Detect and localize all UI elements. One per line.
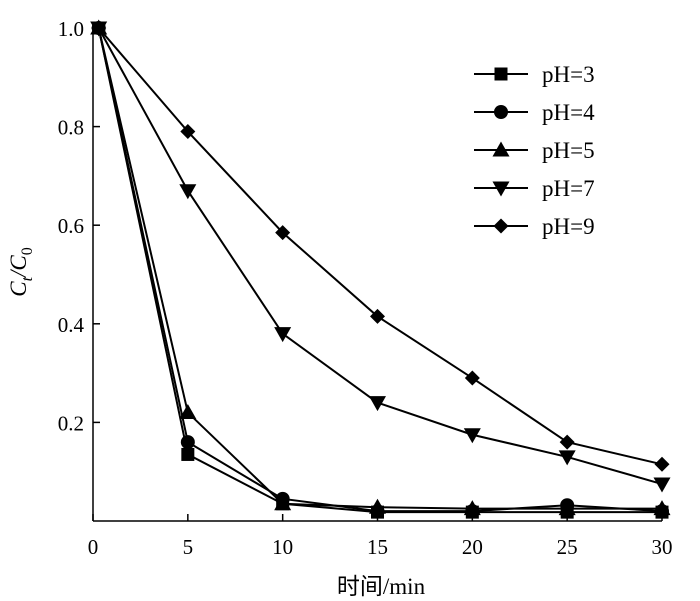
data-point [275, 225, 291, 241]
legend-marker [494, 67, 508, 81]
x-tick-label: 10 [272, 535, 293, 559]
legend-label: pH=4 [542, 100, 595, 125]
legend-item: pH=5 [474, 138, 595, 163]
legend-item: pH=7 [474, 176, 595, 201]
data-point [654, 456, 670, 472]
y-tick-label: 0.6 [58, 214, 84, 238]
legend-marker [492, 141, 510, 157]
y-tick-label: 1.0 [58, 17, 84, 41]
legend-marker [493, 218, 509, 234]
x-tick-label: 0 [88, 535, 99, 559]
data-point [181, 447, 195, 461]
legend-item: pH=9 [474, 214, 595, 239]
x-tick-label: 30 [652, 535, 673, 559]
legend-marker [492, 181, 510, 197]
series-1 [92, 21, 669, 519]
data-point [558, 500, 576, 516]
legend-label: pH=5 [542, 138, 595, 163]
legend: pH=3 pH=4 pH=5 pH=7 pH=9 [474, 62, 595, 239]
y-tick-label: 0.2 [58, 411, 84, 435]
data-point [180, 435, 195, 450]
data-point [369, 396, 386, 412]
legend-marker [494, 105, 508, 119]
y-axis-title: Ct/C0 [6, 247, 36, 297]
data-point [179, 404, 197, 420]
data-point [369, 498, 386, 514]
x-tick-label: 15 [367, 535, 388, 559]
data-point [274, 495, 292, 511]
x-axis-title: 时间/min [337, 574, 426, 599]
axes: 0 5 10 15 20 25 30 0.2 0.4 0.6 0.8 1.0 [58, 17, 673, 559]
data-point [370, 308, 385, 324]
data-point [653, 477, 671, 493]
legend-item: pH=3 [474, 62, 595, 87]
data-point [274, 327, 292, 343]
legend-label: pH=3 [542, 62, 595, 87]
data-point [463, 500, 481, 516]
x-tick-label: 20 [462, 535, 483, 559]
data-point [653, 500, 671, 516]
series-2 [91, 21, 669, 519]
series-3 [90, 19, 671, 516]
series-layer [90, 19, 671, 519]
legend-label: pH=9 [542, 214, 595, 239]
legend-item: pH=4 [474, 100, 595, 125]
data-point [180, 124, 196, 140]
y-axis-title-sub-t: t [19, 276, 36, 281]
series-4 [90, 21, 671, 493]
y-tick-label: 0.4 [58, 313, 85, 337]
data-point [558, 450, 576, 466]
series-5 [91, 20, 670, 472]
legend-label: pH=7 [542, 176, 595, 201]
y-tick-label: 0.8 [58, 116, 84, 140]
data-point [179, 184, 197, 200]
data-point [464, 370, 480, 386]
y-axis-title-sub-0: 0 [19, 247, 36, 255]
y-axis-title-c: C [6, 281, 31, 297]
y-axis-title-sep: /C [6, 255, 31, 279]
data-point [559, 434, 575, 450]
x-tick-label: 25 [557, 535, 578, 559]
data-point [463, 428, 481, 444]
x-tick-label: 5 [183, 535, 194, 559]
data-point [91, 20, 107, 36]
